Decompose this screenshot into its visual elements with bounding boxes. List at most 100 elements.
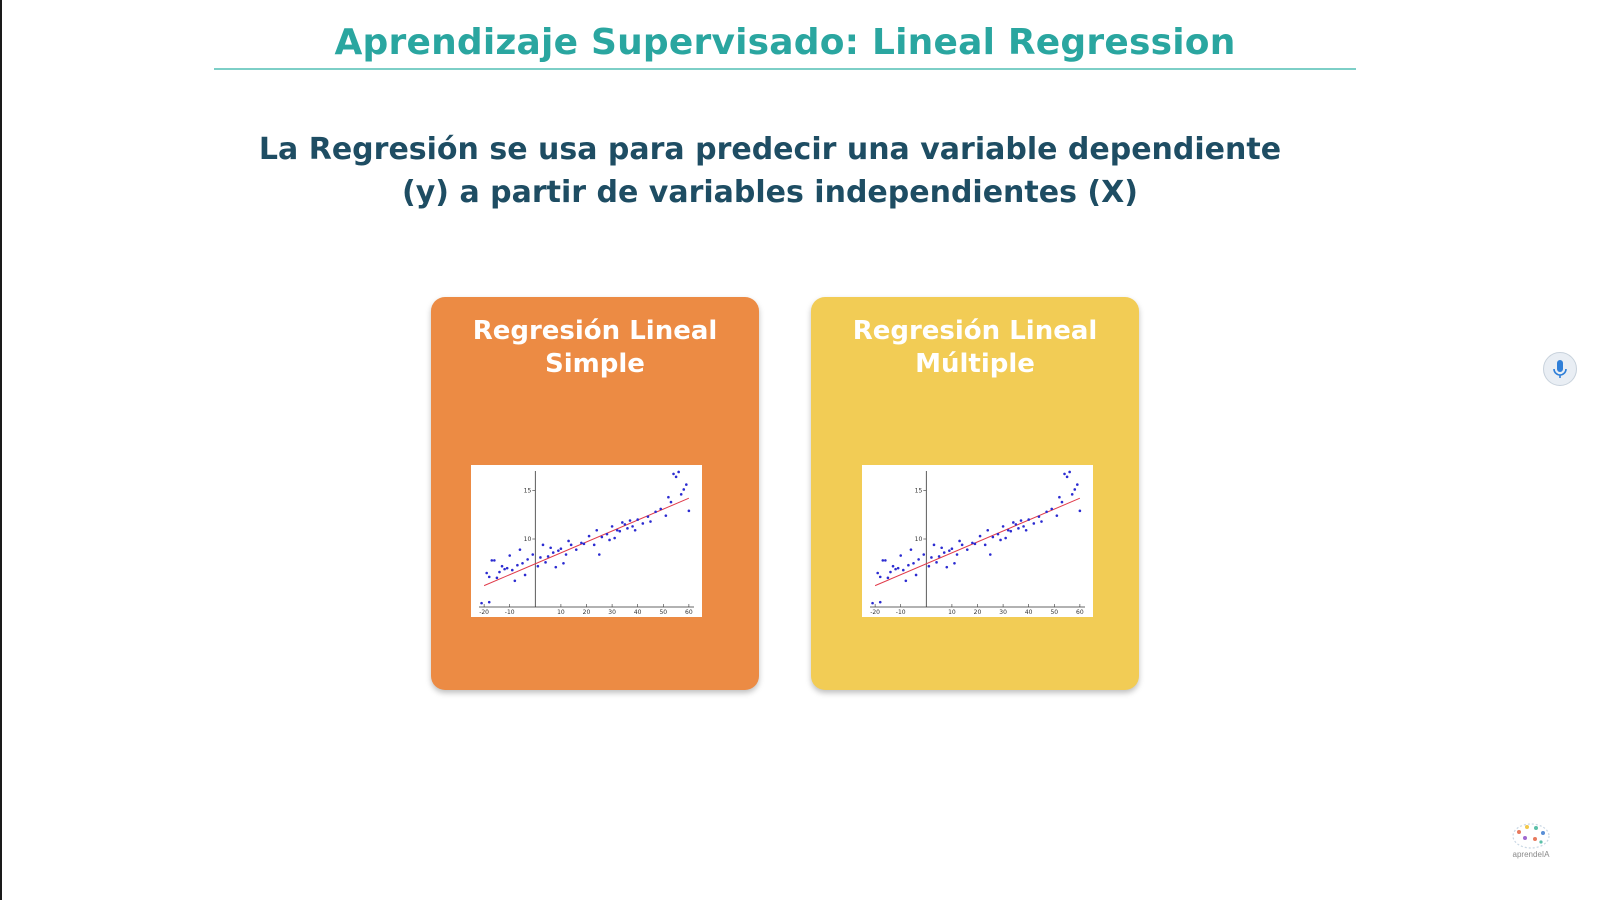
x-tick-label: -10 (896, 609, 906, 616)
data-point (917, 558, 920, 561)
data-point (685, 483, 688, 486)
data-point (518, 548, 522, 551)
data-point (1055, 514, 1059, 517)
data-point (549, 546, 552, 550)
data-point (536, 564, 540, 568)
x-tick-label: 60 (1076, 609, 1084, 616)
x-tick-label: 30 (999, 609, 1007, 616)
data-point (498, 570, 501, 574)
data-point (930, 556, 933, 559)
data-point (487, 600, 491, 604)
data-point (1073, 488, 1077, 491)
data-point (1037, 515, 1041, 518)
data-point (562, 561, 565, 565)
x-tick-label: 40 (634, 609, 642, 616)
data-point (664, 514, 668, 517)
data-point (631, 525, 634, 528)
data-point (615, 528, 619, 532)
data-point (1078, 509, 1082, 513)
data-point (999, 538, 1002, 542)
data-point (600, 535, 604, 539)
data-point (904, 579, 908, 583)
y-tick-label: 15 (915, 487, 923, 494)
data-point (569, 543, 573, 547)
data-point (580, 541, 583, 545)
data-point (1009, 529, 1013, 533)
x-tick-label: 50 (659, 609, 667, 616)
data-point (1068, 470, 1071, 474)
data-point (582, 542, 586, 546)
data-point (605, 532, 609, 536)
data-point (587, 534, 591, 538)
x-tick-label: -10 (505, 609, 515, 616)
data-point (1050, 507, 1054, 511)
data-point (1019, 519, 1023, 522)
data-point (891, 564, 895, 568)
card-multiple-regression: Regresión Lineal Múltiple 10 15 -20 -10 10 20… (811, 297, 1139, 690)
data-point (912, 561, 915, 565)
data-point (539, 556, 542, 559)
data-point (626, 527, 629, 530)
data-point (899, 554, 903, 557)
data-point (510, 568, 514, 572)
data-point (679, 493, 683, 496)
card-title: Regresión Lineal Simple (441, 315, 749, 381)
data-point (1070, 493, 1074, 496)
data-point (597, 553, 601, 556)
data-point (1017, 527, 1020, 530)
data-point (871, 601, 874, 605)
data-point (932, 543, 936, 547)
data-point (608, 538, 611, 542)
x-tick-label: 10 (948, 609, 956, 616)
x-tick-label: -20 (479, 609, 489, 616)
data-point (505, 566, 509, 570)
data-point (1045, 510, 1048, 514)
data-point (508, 554, 512, 557)
data-point (487, 575, 491, 579)
microphone-icon (1553, 360, 1567, 378)
data-point (940, 546, 943, 550)
data-point (881, 559, 885, 562)
slide-title: Aprendizaje Supervisado: Lineal Regressi… (334, 22, 1236, 63)
data-point (633, 528, 637, 532)
data-point (950, 547, 954, 551)
data-point (500, 564, 504, 568)
data-point (559, 547, 563, 551)
data-point (595, 528, 599, 532)
microphone-button[interactable] (1543, 352, 1577, 386)
brain-logo-icon (1512, 823, 1550, 849)
x-tick-label: 40 (1025, 609, 1033, 616)
data-point (927, 564, 931, 568)
data-point (687, 509, 691, 513)
data-point (667, 495, 670, 499)
data-point (901, 568, 905, 572)
data-point (937, 555, 941, 558)
x-tick-label: -20 (870, 609, 880, 616)
data-point (953, 561, 956, 565)
data-point (567, 539, 570, 543)
data-point (551, 551, 555, 554)
data-point (485, 571, 488, 575)
data-point (922, 553, 926, 556)
data-point (1012, 521, 1015, 524)
data-point (654, 510, 657, 514)
data-point (641, 522, 645, 525)
data-point (1006, 528, 1010, 532)
data-point (958, 539, 961, 543)
data-point (513, 579, 517, 583)
data-point (971, 541, 974, 545)
scatter-plot-svg: 10 15 -20 -10 10 20 30 40 50 60 (479, 470, 694, 616)
card-simple-regression: Regresión Lineal Simple 10 15 -20 -10 10 20 30… (431, 297, 759, 690)
slide-subtitle: La Regresión se usa para predecir una va… (240, 128, 1300, 214)
data-point (677, 470, 680, 474)
x-tick-label: 20 (974, 609, 982, 616)
data-point (896, 566, 900, 570)
data-point (480, 601, 483, 605)
data-point (909, 548, 913, 551)
x-tick-label: 60 (685, 609, 693, 616)
data-point (574, 548, 578, 551)
data-point (531, 553, 535, 556)
title-underline (214, 68, 1356, 70)
data-point (996, 532, 1000, 536)
data-point (991, 535, 995, 539)
